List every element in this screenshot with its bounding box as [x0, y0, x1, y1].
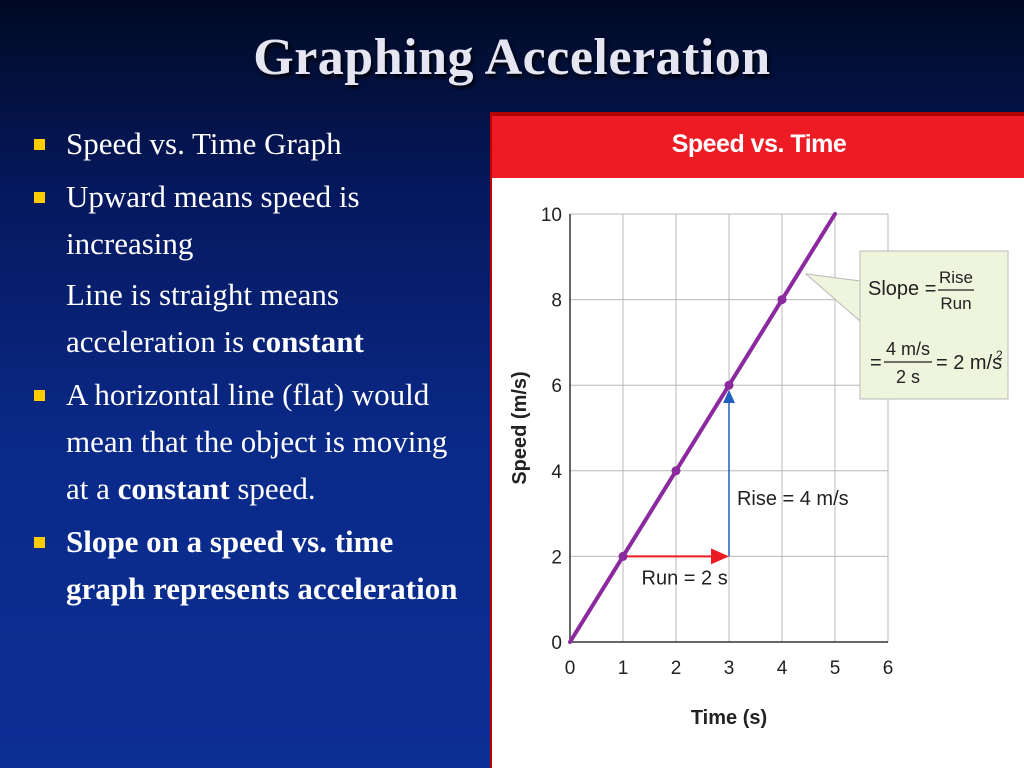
bullet-list: Speed vs. Time Graph Upward means speed …: [28, 120, 468, 618]
fraction-run: Run: [940, 294, 971, 313]
bullet-square-icon: [34, 537, 45, 548]
x-tick-label: 2: [671, 658, 682, 679]
y-tick-label: 8: [551, 291, 562, 312]
series-line: [568, 212, 837, 644]
chart-title: Speed vs. Time: [671, 130, 847, 158]
slope-label: Slope =: [868, 278, 936, 300]
x-axis-label: Time (s): [691, 707, 767, 729]
bullet-bold-text: Slope on a speed vs. time graph represen…: [66, 524, 458, 606]
callout-pointer: [804, 273, 861, 323]
y-tick-label: 2: [551, 547, 562, 568]
chart-panel: Speed vs. Time 0 1 2 3 4 5 6 0 2 4 6 8 10 Time (s) Spe…: [490, 112, 1024, 768]
bullet-item: Slope on a speed vs. time graph represen…: [28, 518, 468, 612]
slope-callout: [859, 250, 1009, 400]
bullet-bold-text: constant: [117, 471, 230, 506]
bullet-square-icon: [34, 139, 45, 150]
y-tick-label: 10: [541, 205, 562, 226]
x-tick-label: 5: [830, 658, 841, 679]
bullet-text: Line is straight means acceleration is: [66, 277, 339, 359]
bullet-text: Speed vs. Time Graph: [66, 126, 342, 161]
bullet-text: speed.: [229, 471, 316, 506]
x-tick-label: 1: [618, 658, 629, 679]
slide-title: Graphing Acceleration: [253, 29, 771, 86]
bullet-text: A horizontal line (flat) would mean that…: [66, 377, 448, 506]
data-point: [724, 380, 734, 390]
fraction-rise: Rise: [939, 268, 973, 287]
x-tick-label: 0: [565, 658, 576, 679]
y-tick-label: 6: [551, 376, 562, 397]
bullet-item: Speed vs. Time Graph: [28, 120, 468, 167]
bullet-item: A horizontal line (flat) would mean that…: [28, 371, 468, 512]
bullet-item: Upward means speed is increasing: [28, 173, 468, 267]
fraction-denominator: 2 s: [896, 367, 920, 387]
chart-header: Speed vs. Time: [492, 112, 1024, 178]
x-tick-label: 4: [777, 658, 788, 679]
fraction-numerator: 4 m/s: [886, 339, 930, 359]
data-point: [618, 551, 628, 561]
run-label: Run = 2 s: [642, 567, 728, 589]
data-point: [777, 295, 787, 305]
y-tick-label: 4: [551, 462, 562, 483]
y-tick-label: 0: [551, 633, 562, 654]
rise-label: Rise = 4 m/s: [737, 488, 849, 510]
data-point: [671, 466, 681, 476]
bullet-square-icon: [34, 390, 45, 401]
x-tick-label: 6: [883, 658, 894, 679]
speed-time-chart: 0 1 2 3 4 5 6 0 2 4 6 8 10 Time (s) Speed (m/s) Run = 2…: [509, 205, 1009, 729]
y-axis-label: Speed (m/s): [509, 371, 531, 484]
x-tick-label: 3: [724, 658, 735, 679]
bullet-continuation: Line is straight means acceleration is c…: [28, 271, 468, 365]
slope-result: = 2 m/s: [936, 352, 1002, 374]
bullet-square-icon: [34, 192, 45, 203]
bullet-bold-text: constant: [251, 324, 364, 359]
slope-result-exponent: 2: [996, 348, 1003, 362]
bullet-text: Upward means speed is increasing: [66, 179, 360, 261]
equals-sign: =: [870, 352, 882, 374]
